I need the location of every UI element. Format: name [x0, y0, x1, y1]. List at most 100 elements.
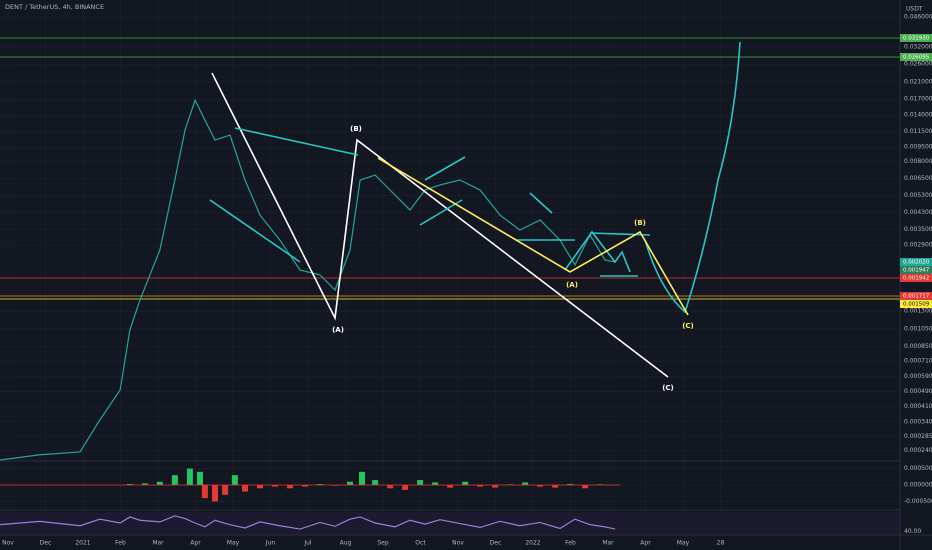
histogram-bar: [186, 468, 193, 485]
y-tick-label: 0.026000: [904, 61, 932, 68]
price-tag: [900, 34, 932, 42]
y-tick-label: 0.000240: [904, 447, 932, 454]
histogram-bar: [156, 481, 163, 485]
wave-label: (B): [350, 125, 362, 133]
y-tick-label: 0.021000: [904, 78, 932, 85]
histogram-bar: [402, 485, 409, 490]
x-tick-label: Oct: [415, 540, 426, 547]
x-tick-label: Jul: [303, 540, 312, 547]
y-tick-label: 0.000850: [904, 343, 932, 350]
histogram-bar: [432, 482, 439, 485]
x-tick-label: Mar: [152, 540, 164, 547]
y-tick-label: 0.001300: [904, 308, 932, 315]
currency-label: USDT: [906, 6, 923, 13]
histogram-bar: [126, 484, 133, 485]
histogram-bar: [492, 485, 499, 488]
histogram-bar: [567, 484, 574, 485]
price-tag-text: 0.001942: [903, 276, 929, 282]
y-tick-label: 0.011500: [904, 128, 932, 135]
x-tick-label: 28: [717, 540, 725, 547]
y-tick-label: 0.001050: [904, 325, 932, 332]
histogram-bar: [417, 480, 424, 485]
histogram-bar: [271, 485, 278, 487]
wave-label: (C): [682, 322, 694, 330]
histogram-bar: [537, 485, 544, 487]
x-tick-label: Sep: [377, 540, 389, 547]
y-tick-label: 0.046000: [904, 14, 932, 21]
histogram-bar: [201, 485, 208, 499]
histogram-bar: [241, 485, 248, 492]
wave-label: (B): [634, 219, 646, 227]
y-tick-label: 0.006500: [904, 175, 932, 182]
symbol-title: DENT / TetherUS, 4h, BINANCE: [5, 3, 104, 11]
histogram-bar: [582, 485, 589, 489]
histogram-bar: [231, 475, 238, 485]
y-tick-label: 0.005300: [904, 192, 932, 199]
histogram-bar: [286, 485, 293, 489]
x-tick-label: Dec: [490, 540, 502, 547]
y-tick-label: 0.000410: [904, 403, 932, 410]
x-tick-label: May: [677, 540, 690, 547]
y-tick-label: -0.000500: [904, 498, 932, 505]
price-tag-text: 0.031930: [903, 36, 930, 42]
y-tick-label: 0.003500: [904, 226, 932, 233]
y-tick-label: 40.00: [904, 528, 921, 535]
price-tag-text: 0.001509: [903, 302, 930, 308]
series: [0, 98, 620, 530]
histogram-bar: [171, 475, 178, 485]
histogram-bar: [522, 482, 529, 485]
x-tick-label: Feb: [565, 540, 576, 547]
x-tick-label: 2021: [75, 540, 90, 547]
x-tick-label: 2022: [525, 540, 540, 547]
price-tag-text: 0.026095: [903, 55, 930, 61]
y-tick-label: 0.017000: [904, 96, 932, 103]
x-tick-label: Dec: [40, 540, 52, 547]
histogram-bar: [301, 485, 308, 487]
y-tick-label: 0.000590: [904, 373, 932, 380]
histogram-bar: [222, 485, 229, 495]
price-line: [0, 98, 616, 461]
price-line: [0, 515, 616, 530]
histogram-bar: [552, 485, 559, 488]
y-tick-label: 0.000285: [904, 433, 932, 440]
x-tick-label: Apr: [640, 540, 651, 547]
histogram-bar: [462, 481, 469, 485]
price-tag: [900, 53, 932, 61]
x-tick-label: Mar: [602, 540, 614, 547]
x-tick-label: Nov: [452, 540, 464, 547]
y-tick-label: 0.009500: [904, 144, 932, 151]
y-tick-label: 0.000340: [904, 418, 932, 425]
histogram-bar: [358, 471, 365, 485]
histogram-bar: [346, 481, 353, 485]
price-tag: [900, 258, 932, 266]
wave-label: (A): [332, 326, 344, 334]
y-tick-label: 0.014000: [904, 112, 932, 119]
x-tick-label: Jun: [265, 540, 276, 547]
x-tick-label: Nov: [2, 540, 14, 547]
price-tag: [900, 300, 932, 308]
x-tick-label: May: [227, 540, 240, 547]
y-tick-label: 0.004300: [904, 209, 932, 216]
histogram-bar: [196, 471, 203, 485]
histogram-bar: [447, 485, 454, 488]
y-tick-label: 0.000000: [904, 482, 932, 489]
histogram-bar: [256, 485, 263, 489]
x-tick-label: Aug: [340, 540, 352, 547]
histogram-bar: [477, 485, 484, 487]
price-tag-text: 0.001947: [903, 268, 930, 274]
y-tick-label: 0.008000: [904, 158, 932, 165]
x-tick-label: Feb: [115, 540, 126, 547]
y-tick-label: 0.002900: [904, 242, 932, 249]
wave-label: (A): [566, 281, 578, 289]
histogram-bar: [141, 483, 148, 485]
price-tag: [900, 292, 932, 300]
x-tick-label: Apr: [190, 540, 201, 547]
y-tick-label: 0.032000: [904, 44, 932, 51]
histogram-bar: [387, 485, 394, 489]
price-tag-text: 0.002020: [903, 260, 930, 266]
wave-label: (C): [662, 384, 674, 392]
rsi-band: [0, 512, 900, 534]
wave-drawing: [377, 157, 689, 316]
